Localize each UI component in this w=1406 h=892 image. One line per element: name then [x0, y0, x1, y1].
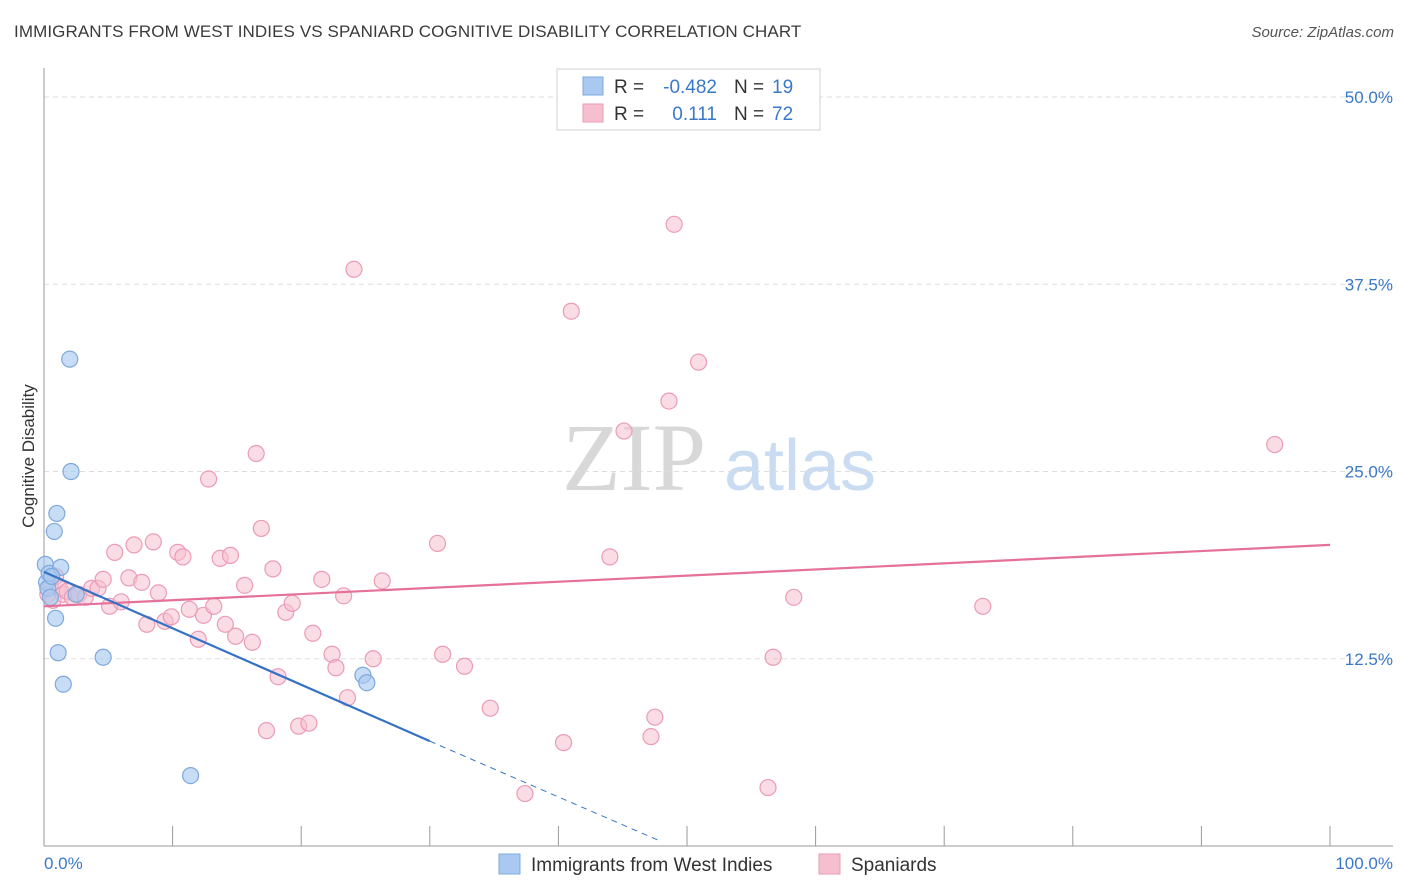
west-indies-point-7: [48, 504, 66, 523]
spaniards-point-53: [364, 650, 382, 668]
legend-r-label-2: R =: [614, 104, 644, 125]
spaniards-point-29: [200, 470, 218, 488]
bottom-legend-label-blue: Immigrants from West Indies: [531, 855, 772, 876]
spaniards-point-63: [615, 422, 633, 440]
y-tick-label-2: 37.5%: [1345, 275, 1393, 294]
spaniards-point-61: [562, 302, 580, 320]
spaniards-point-55: [428, 534, 447, 553]
legend-r-value-1: -0.482: [663, 77, 717, 98]
spaniards-point-33: [221, 546, 240, 564]
west-indies-point-10: [54, 675, 72, 693]
spaniards-point-54: [373, 572, 391, 590]
spaniards-point-18: [133, 573, 151, 591]
legend-n-value-1: 19: [772, 77, 793, 98]
spaniards-trend-line: [43, 543, 1331, 608]
spaniards-point-73: [1266, 435, 1284, 454]
spaniards-point-32: [216, 615, 234, 633]
west-indies-point-15: [182, 766, 200, 785]
y-tick-label-1: 25.0%: [1345, 463, 1393, 482]
spaniards-point-64: [642, 728, 660, 746]
spaniards-point-17: [125, 536, 143, 554]
spaniards-point-36: [243, 633, 261, 651]
west-indies-point-11: [61, 350, 79, 368]
spaniards-point-23: [162, 608, 180, 626]
x-tick-label-min: 0.0%: [44, 854, 83, 873]
spaniards-point-40: [264, 560, 282, 578]
bottom-legend-label-pink: Spaniards: [851, 855, 937, 876]
spaniards-point-47: [313, 570, 331, 588]
spaniards-point-56: [434, 645, 452, 663]
spaniards-point-58: [481, 699, 499, 717]
bottom-legend-swatch-blue: [498, 853, 521, 875]
spaniards-point-39: [257, 722, 276, 740]
west-indies-point-12: [62, 462, 80, 481]
y-tick-label-0: 12.5%: [1345, 650, 1393, 669]
spaniards-point-62: [601, 548, 619, 566]
legend-swatch-blue: [582, 76, 604, 96]
west-indies-points: [36, 350, 376, 785]
spaniards-point-37: [247, 444, 265, 463]
spaniards-point-14: [106, 543, 124, 561]
y-axis-title: Cognitive Disability: [19, 384, 38, 528]
legend-n-label-2: N =: [734, 104, 764, 125]
spaniards-point-30: [205, 597, 223, 615]
spaniards-point-12: [94, 570, 112, 588]
spaniards-point-45: [300, 714, 318, 732]
chart-title: IMMIGRANTS FROM WEST INDIES VS SPANIARD …: [14, 22, 802, 41]
spaniards-point-59: [516, 784, 534, 803]
spaniards-point-21: [149, 584, 168, 602]
west-indies-point-8: [49, 644, 67, 662]
spaniards-point-67: [665, 215, 683, 233]
axis-ticks: [43, 826, 1331, 846]
spaniards-point-46: [304, 624, 322, 642]
spaniards-point-52: [345, 260, 363, 278]
spaniards-point-70: [764, 648, 782, 666]
chart-source: Source: ZipAtlas.com: [1251, 24, 1394, 41]
west-indies-point-14: [94, 648, 112, 666]
spaniards-point-60: [554, 734, 573, 752]
y-tick-label-3: 50.0%: [1345, 88, 1393, 107]
y-tick-labels: 12.5% 25.0% 37.5% 50.0%: [1345, 88, 1393, 669]
west-indies-point-6: [46, 609, 65, 627]
spaniards-point-66: [660, 392, 678, 410]
spaniards-point-72: [974, 597, 992, 615]
spaniards-point-57: [455, 657, 474, 675]
spaniards-point-71: [785, 588, 803, 606]
west-indies-point-5: [45, 522, 63, 541]
west-indies-point-4: [41, 588, 60, 606]
series-legend: Immigrants from West Indies Spaniards: [498, 853, 937, 876]
spaniards-point-49: [327, 659, 345, 677]
trend-lines: [43, 543, 1331, 842]
spaniards-point-25: [174, 548, 192, 566]
west-indies-point-17: [358, 674, 376, 692]
west-indies-trend-line: [43, 570, 431, 743]
west-indies-trend-extension: [429, 740, 662, 842]
legend-r-value-2: 0.111: [672, 104, 717, 125]
x-tick-label-max: 100.0%: [1335, 854, 1393, 873]
legend-n-value-2: 72: [772, 104, 793, 125]
spaniards-point-35: [236, 576, 254, 594]
axes: [43, 68, 1393, 847]
correlation-legend: R = -0.482 N = 19 R = 0.111 N = 72: [556, 68, 821, 131]
bottom-legend-swatch-pink: [818, 853, 841, 875]
legend-swatch-pink: [582, 103, 604, 123]
spaniards-point-38: [252, 519, 270, 538]
spaniards-point-68: [689, 353, 708, 371]
watermark-atlas: atlas: [724, 426, 876, 506]
spaniards-point-69: [759, 778, 777, 797]
legend-r-label-1: R =: [614, 77, 644, 98]
spaniards-point-20: [144, 533, 162, 551]
watermark-zip: ZIP: [562, 404, 706, 511]
spaniards-point-50: [335, 587, 353, 605]
spaniards-point-34: [227, 627, 245, 645]
spaniards-point-65: [646, 708, 664, 726]
spaniards-point-43: [283, 594, 301, 612]
legend-n-label-1: N =: [734, 77, 764, 98]
